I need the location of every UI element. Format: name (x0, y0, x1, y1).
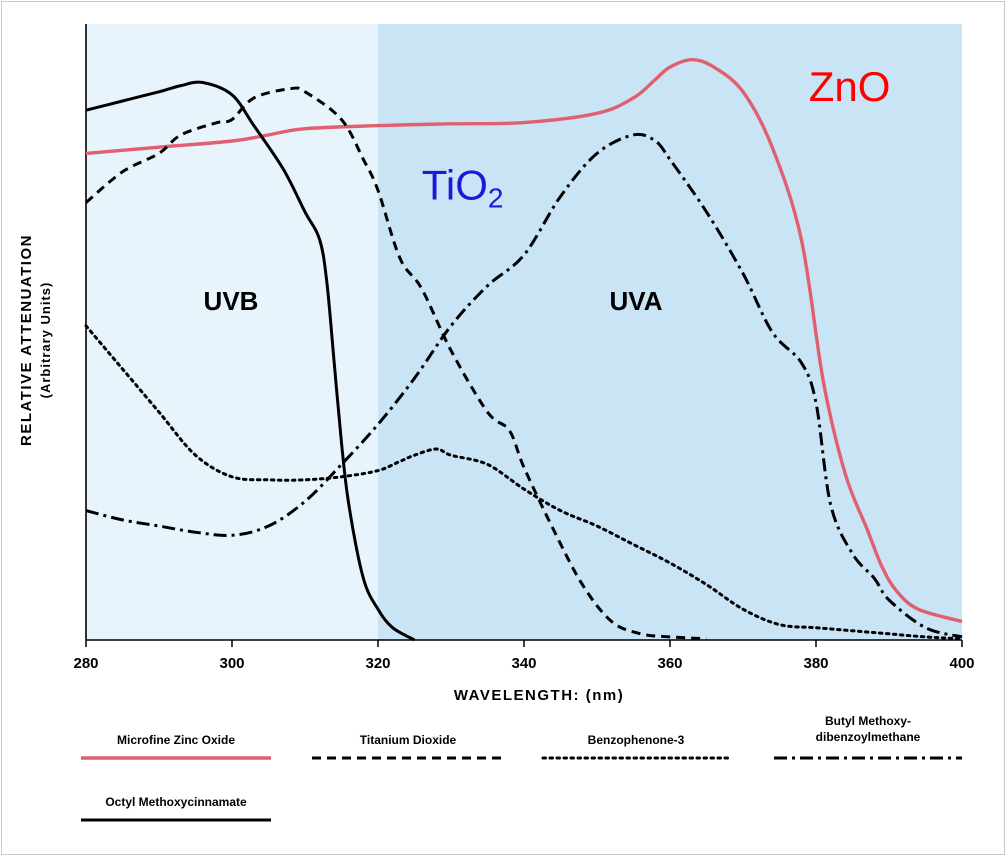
x-tick-label-400: 400 (949, 655, 974, 672)
region-label-uvb: UVB (204, 286, 259, 316)
series-line-benzophenone-3 (84, 324, 964, 641)
regions-layer: UVB UVA (86, 24, 962, 640)
x-tick-label-360: 360 (657, 655, 682, 672)
axes-layer: 280 300 320 340 360 380 400 (73, 24, 975, 672)
x-tick-label-340: 340 (511, 655, 536, 672)
legend-item-microfine-zinc-oxide: Microfine Zinc Oxide (81, 733, 271, 760)
legend-item-benzophenone-3: Benzophenone-3 (541, 733, 732, 760)
region-label-uva: UVA (610, 286, 663, 316)
legend-label: Titanium Dioxide (360, 733, 457, 747)
legend: Microfine Zinc Oxide Titanium Dioxide Benz… (81, 714, 962, 822)
annotation-zno: ZnO (809, 63, 891, 110)
x-tick-label-380: 380 (803, 655, 828, 672)
y-axis-subtitle: (Arbitrary Units) (38, 282, 53, 399)
annotation-subscript: 2 (488, 183, 504, 214)
x-tick-label-300: 300 (219, 655, 244, 672)
legend-item-butyl-methoxy-dibenzoylmethane: Butyl Methoxy-dibenzoylmethane (774, 714, 962, 760)
x-tick-label-280: 280 (73, 655, 98, 672)
legend-label: Benzophenone-3 (588, 733, 685, 747)
legend-label: Butyl Methoxy- (825, 714, 911, 728)
legend-label-line2: dibenzoylmethane (816, 730, 921, 744)
series-line-octyl-methoxycinnamate (85, 80, 416, 642)
x-tick-label-320: 320 (365, 655, 390, 672)
legend-label: Octyl Methoxycinnamate (105, 795, 247, 809)
series-line-microfine-zinc-oxide (85, 58, 963, 624)
region-band-uva (378, 24, 962, 640)
series-line-titanium-dioxide (85, 86, 707, 641)
region-band-uvb (86, 24, 378, 640)
x-axis-title: WAVELENGTH: (nm) (454, 687, 624, 704)
series-line-butyl-methoxy-dibenzoylmethane (85, 132, 963, 639)
labels-layer: WAVELENGTH: (nm) RELATIVE ATTENUATION (A… (18, 234, 624, 704)
y-axis-title: RELATIVE ATTENUATION (18, 234, 35, 446)
series-layer (84, 58, 964, 642)
legend-item-titanium-dioxide: Titanium Dioxide (312, 733, 502, 760)
legend-item-octyl-methoxycinnamate: Octyl Methoxycinnamate (81, 795, 271, 822)
legend-label: Microfine Zinc Oxide (117, 733, 235, 747)
